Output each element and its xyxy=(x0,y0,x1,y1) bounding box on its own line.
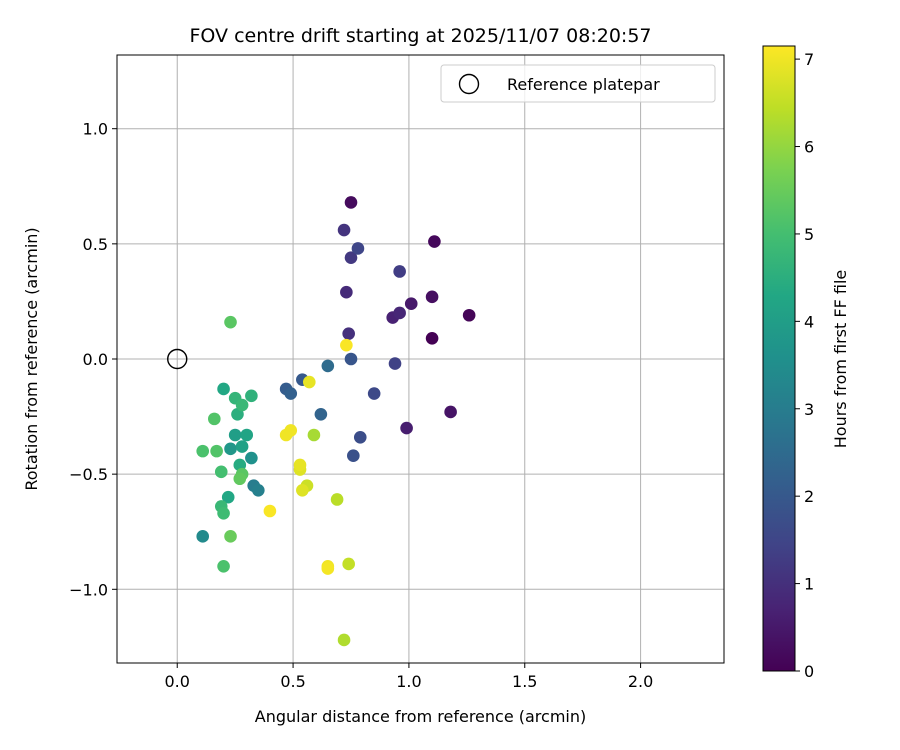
legend-marker-reference xyxy=(458,73,480,95)
data-point xyxy=(393,265,406,278)
data-point xyxy=(302,375,316,389)
data-point xyxy=(224,315,237,329)
grid-lines-y xyxy=(117,128,724,590)
y-axis-label: Rotation from reference (arcmin) xyxy=(22,227,41,490)
data-point xyxy=(240,428,254,442)
x-axis-label: Angular distance from reference (arcmin) xyxy=(255,707,586,726)
data-point xyxy=(228,428,242,442)
data-point xyxy=(462,308,476,322)
data-point xyxy=(388,357,402,370)
data-point xyxy=(404,297,418,311)
data-point xyxy=(235,398,249,412)
y-tick-label: 0.5 xyxy=(83,235,108,254)
data-point xyxy=(224,530,237,543)
y-tick-label: −0.5 xyxy=(69,465,108,484)
colorbar-tick-label: 3 xyxy=(804,400,814,419)
data-point xyxy=(321,562,335,575)
x-tick-label: 2.0 xyxy=(628,672,653,691)
data-point xyxy=(321,359,335,373)
colorbar-gradient xyxy=(763,46,795,671)
data-points xyxy=(196,196,476,647)
data-point xyxy=(444,405,457,419)
colorbar-tick-label: 0 xyxy=(804,662,814,681)
data-point xyxy=(342,557,355,571)
data-point xyxy=(263,504,277,518)
colorbar-tick-label: 6 xyxy=(804,138,814,157)
data-point xyxy=(353,431,367,444)
data-point xyxy=(233,472,247,486)
colorbar-tick-label: 4 xyxy=(804,312,814,331)
x-tick-label: 1.0 xyxy=(396,672,421,691)
data-point xyxy=(196,444,210,458)
y-tick-label: 1.0 xyxy=(83,120,108,139)
data-point xyxy=(224,442,237,456)
plot-area xyxy=(116,54,725,664)
data-point xyxy=(337,223,351,237)
data-point xyxy=(252,483,265,497)
legend-entry-reference: Reference platepar xyxy=(507,75,660,94)
data-point xyxy=(284,387,298,400)
data-point xyxy=(217,507,230,520)
colorbar-label: Hours from first FF file xyxy=(831,270,850,449)
legend-box xyxy=(440,64,716,103)
y-axis-ticks: −1.0 −0.5 0.0 0.5 1.0 xyxy=(69,120,117,599)
colorbar-tick-label: 5 xyxy=(804,225,814,244)
data-point xyxy=(245,389,258,403)
colorbar-tick-label: 1 xyxy=(804,575,814,594)
data-point xyxy=(221,490,235,504)
colorbar-frame xyxy=(762,45,796,672)
colorbar-tick-label: 2 xyxy=(804,487,814,506)
x-tick-label: 0.5 xyxy=(280,672,305,691)
colorbar-tick-label: 7 xyxy=(804,50,814,69)
colorbar-ticks: 0 1 2 3 4 5 6 7 xyxy=(795,50,814,681)
chart-title: FOV centre drift starting at 2025/11/07 … xyxy=(189,25,651,47)
y-tick-label: −1.0 xyxy=(69,580,108,599)
data-point xyxy=(400,421,413,435)
data-point xyxy=(217,382,230,396)
data-point xyxy=(425,290,439,304)
data-point xyxy=(330,493,344,506)
data-point xyxy=(340,285,353,299)
data-point xyxy=(296,483,309,497)
x-tick-label: 0.0 xyxy=(165,672,190,691)
data-point xyxy=(344,196,358,209)
data-point xyxy=(351,242,365,255)
legend: Reference platepar xyxy=(440,64,716,103)
data-point xyxy=(344,352,358,366)
data-point xyxy=(284,424,298,437)
data-point xyxy=(337,633,351,647)
data-point xyxy=(210,444,223,458)
data-point xyxy=(208,412,221,426)
data-point xyxy=(344,251,358,264)
data-point xyxy=(235,440,249,453)
data-point xyxy=(293,458,307,472)
data-point xyxy=(340,338,353,352)
data-point xyxy=(217,559,230,573)
data-point xyxy=(196,530,210,543)
data-point xyxy=(367,387,381,400)
y-tick-label: 0.0 xyxy=(83,350,108,369)
data-point xyxy=(245,451,258,465)
data-point xyxy=(342,327,355,340)
data-point xyxy=(214,465,228,479)
x-axis-ticks: 0.0 0.5 1.0 1.5 2.0 xyxy=(165,663,653,691)
data-point xyxy=(307,428,321,442)
colorbar: 0 1 2 3 4 5 6 7 Hours from first FF file xyxy=(762,45,850,681)
data-point xyxy=(393,306,406,320)
data-point xyxy=(347,449,360,463)
data-point xyxy=(425,331,439,345)
reference-marker xyxy=(167,348,188,370)
data-point xyxy=(428,235,441,248)
x-tick-label: 1.5 xyxy=(512,672,537,691)
data-point xyxy=(314,407,328,421)
